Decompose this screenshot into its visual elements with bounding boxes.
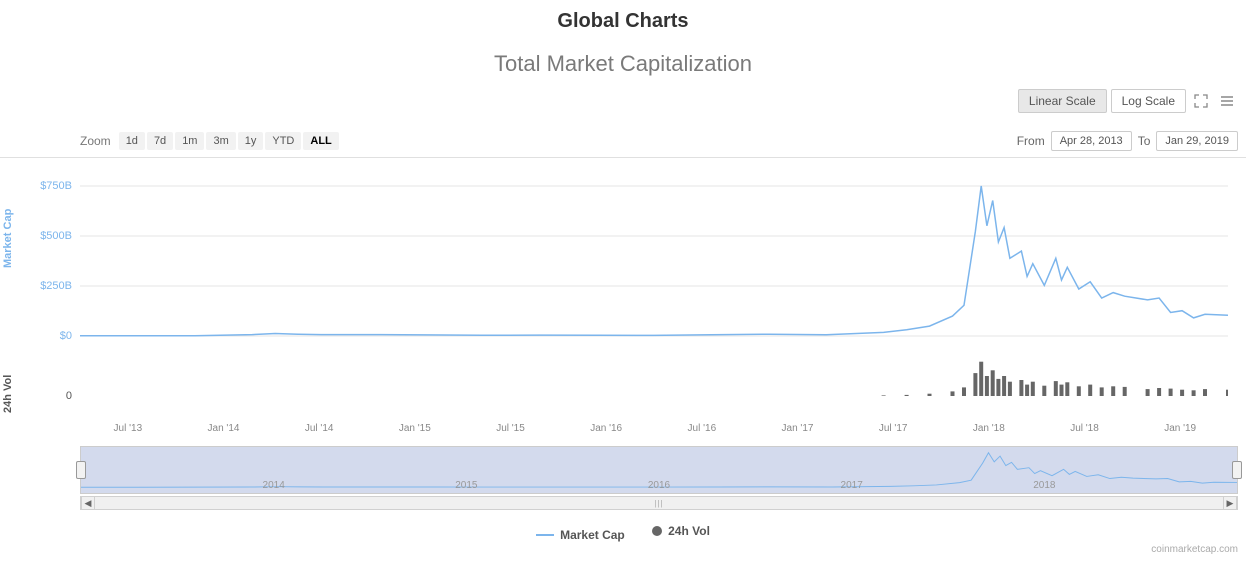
attribution: coinmarketcap.com	[0, 542, 1246, 559]
zoom-label: Zoom	[80, 134, 111, 148]
scroll-grip: |||	[654, 499, 663, 508]
legend-market-cap[interactable]: Market Cap	[536, 528, 625, 542]
x-tick: Jul '13	[114, 423, 143, 434]
zoom-1m[interactable]: 1m	[175, 132, 204, 150]
zoom-ytd[interactable]: YTD	[265, 132, 301, 150]
market-cap-series	[80, 186, 1228, 336]
y-tick-mc-2: $500B	[30, 230, 72, 242]
navigator-year-label: 2014	[263, 480, 285, 491]
navigator[interactable]: 2014 2015 2016 2017 2018	[80, 446, 1238, 494]
zoom-all[interactable]: ALL	[303, 132, 338, 150]
y-axis-volume-label: 24h Vol	[2, 375, 14, 413]
y-tick-mc-0: $0	[30, 330, 72, 342]
navigator-handle-right[interactable]	[1232, 461, 1242, 479]
zoom-group: Zoom 1d 7d 1m 3m 1y YTD ALL	[80, 132, 339, 150]
navigator-handle-left[interactable]	[76, 461, 86, 479]
x-tick: Jul '15	[496, 423, 525, 434]
x-tick: Jan '19	[1164, 423, 1196, 434]
to-label: To	[1138, 134, 1151, 148]
legend-market-cap-label: Market Cap	[560, 528, 625, 542]
volume-series	[882, 362, 1228, 396]
controls-row: Zoom 1d 7d 1m 3m 1y YTD ALL From Apr 28,…	[0, 131, 1246, 151]
y-tick-mc-1: $250B	[30, 280, 72, 292]
scroll-right-icon[interactable]: ▶	[1223, 497, 1237, 509]
chart-title: Total Market Capitalization	[0, 51, 1246, 77]
y-axis-market-cap-label: Market Cap	[2, 209, 14, 268]
navigator-year-label: 2017	[841, 480, 863, 491]
scroll-left-icon[interactable]: ◀	[81, 497, 95, 509]
legend-volume[interactable]: 24h Vol	[652, 524, 710, 538]
legend-volume-label: 24h Vol	[668, 524, 710, 538]
horizontal-scrollbar[interactable]: ◀ ||| ▶	[80, 496, 1238, 510]
plot-area[interactable]: Jul '13Jan '14Jul '14Jan '15Jul '15Jan '…	[80, 158, 1228, 418]
legend-market-cap-swatch	[536, 534, 554, 536]
to-date-input[interactable]: Jan 29, 2019	[1156, 131, 1238, 151]
x-tick: Jul '14	[305, 423, 334, 434]
x-tick: Jan '16	[590, 423, 622, 434]
chart-container: Market Cap 24h Vol $0 $250B $500B $750B …	[0, 157, 1246, 559]
x-tick: Jul '16	[688, 423, 717, 434]
x-tick: Jul '18	[1070, 423, 1099, 434]
scale-toolbar: Linear Scale Log Scale	[0, 89, 1246, 119]
legend-volume-swatch	[652, 526, 662, 536]
from-label: From	[1017, 134, 1045, 148]
log-scale-button[interactable]: Log Scale	[1111, 89, 1186, 113]
navigator-year-label: 2018	[1033, 480, 1055, 491]
fullscreen-icon[interactable]	[1190, 90, 1212, 112]
navigator-year-label: 2016	[648, 480, 670, 491]
page-title: Global Charts	[0, 10, 1246, 33]
main-chart: Market Cap 24h Vol $0 $250B $500B $750B …	[0, 158, 1246, 418]
zoom-3m[interactable]: 3m	[206, 132, 235, 150]
zoom-7d[interactable]: 7d	[147, 132, 173, 150]
x-tick: Jan '17	[782, 423, 814, 434]
linear-scale-button[interactable]: Linear Scale	[1018, 89, 1107, 113]
from-date-input[interactable]: Apr 28, 2013	[1051, 131, 1132, 151]
menu-icon[interactable]	[1216, 90, 1238, 112]
y-tick-vol-0: 0	[30, 390, 72, 402]
zoom-1y[interactable]: 1y	[238, 132, 264, 150]
x-tick: Jul '17	[879, 423, 908, 434]
navigator-year-label: 2015	[455, 480, 477, 491]
x-tick: Jan '18	[973, 423, 1005, 434]
x-tick: Jan '14	[208, 423, 240, 434]
chart-svg	[80, 158, 1228, 418]
y-tick-mc-3: $750B	[30, 180, 72, 192]
zoom-1d[interactable]: 1d	[119, 132, 145, 150]
date-range-group: From Apr 28, 2013 To Jan 29, 2019	[1017, 131, 1238, 151]
legend: Market Cap 24h Vol	[0, 524, 1246, 542]
x-tick: Jan '15	[399, 423, 431, 434]
